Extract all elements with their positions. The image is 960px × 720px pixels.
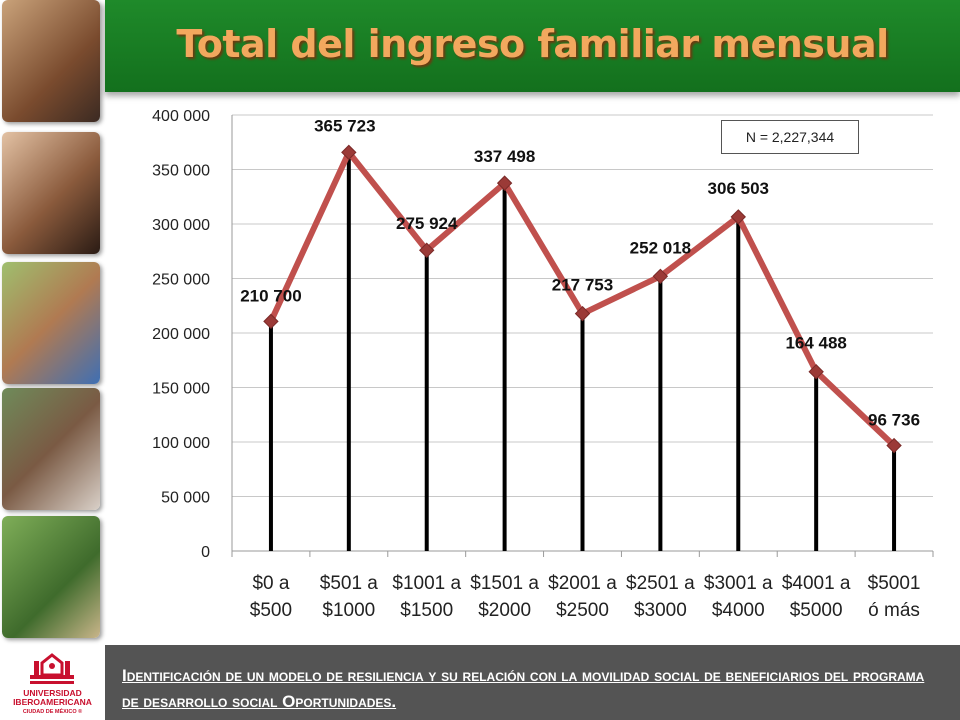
data-point (263, 313, 279, 330)
portrait-photo-4 (2, 388, 100, 510)
data-label: 337 498 (474, 147, 535, 166)
y-tick-label: 100 000 (152, 435, 210, 452)
portrait-photo-2 (2, 132, 100, 254)
x-tick-label: $1500 (400, 600, 453, 621)
x-tick-label: $3001 a (704, 573, 773, 594)
x-tick-label: $2501 a (626, 573, 695, 594)
y-tick-label: 350 000 (152, 163, 210, 180)
data-point (652, 268, 669, 285)
data-point (419, 242, 435, 258)
sample-size-annotation: N = 2,227,344 (721, 120, 859, 154)
title-banner: Total del ingreso familiar mensual (105, 0, 960, 92)
page-title: Total del ingreso familiar mensual (176, 22, 889, 66)
data-label: 210 700 (240, 286, 301, 305)
x-tick-label: $2500 (556, 600, 609, 621)
x-tick-label: $1501 a (470, 573, 539, 594)
data-point (496, 175, 513, 191)
data-point (574, 305, 591, 322)
data-point (730, 209, 746, 225)
x-tick-label: $1001 a (392, 573, 461, 594)
x-tick-label: $501 a (320, 573, 379, 594)
portrait-photo-3 (2, 262, 100, 384)
y-tick-label: 50 000 (161, 490, 210, 507)
x-tick-label: $4000 (712, 600, 765, 621)
y-tick-label: 0 (201, 544, 210, 561)
x-tick-label: $500 (250, 600, 292, 621)
drop-lines (268, 152, 897, 551)
data-point (808, 364, 824, 380)
x-tick-label: $5000 (790, 600, 843, 621)
data-point (886, 437, 902, 454)
y-tick-label: 150 000 (152, 381, 210, 398)
x-tick-label: $4001 a (782, 573, 851, 594)
data-label: 164 488 (785, 334, 846, 353)
university-logo: UNIVERSIDAD IBEROAMERICANA CIUDAD DE MÉX… (0, 645, 105, 720)
x-tick-label: $1000 (322, 600, 375, 621)
footer-caption: Identificación de un modelo de resilienc… (122, 666, 925, 711)
data-point (341, 144, 357, 161)
x-tick-label: $5001 (868, 573, 921, 594)
series-markers (263, 144, 902, 454)
x-tick-label: $2001 a (548, 573, 617, 594)
x-tick-label: ó más (868, 600, 920, 621)
university-crest-icon (30, 653, 74, 684)
data-label: 96 736 (868, 411, 920, 430)
data-label: 306 503 (708, 179, 769, 198)
data-label: 365 723 (314, 116, 375, 135)
footer-bar: UNIVERSIDAD IBEROAMERICANA CIUDAD DE MÉX… (0, 645, 960, 720)
x-tick-label: $3000 (634, 600, 687, 621)
x-tick-label: $0 a (252, 573, 289, 594)
y-tick-label: 200 000 (152, 326, 210, 343)
y-tick-label: 400 000 (152, 108, 210, 125)
data-label: 275 924 (396, 214, 458, 233)
x-tick-label: $2000 (478, 600, 531, 621)
y-tick-label: 250 000 (152, 272, 210, 289)
data-label: 217 753 (552, 276, 613, 295)
logo-wordmark: UNIVERSIDAD IBEROAMERICANA (13, 688, 92, 707)
line-chart: 0 50 000 100 000 150 000 200 000 250 000 300 0… (152, 108, 934, 621)
data-label: 252 018 (630, 238, 691, 257)
photo-strip (0, 0, 105, 640)
data-labels: 210 700 365 723 275 924 337 498 217 753 252 0… (240, 116, 920, 429)
portrait-photo-5 (2, 516, 100, 638)
portrait-photo-1 (2, 0, 100, 122)
y-tick-label: 300 000 (152, 217, 210, 234)
logo-city: CIUDAD DE MÉXICO ® (22, 709, 83, 715)
